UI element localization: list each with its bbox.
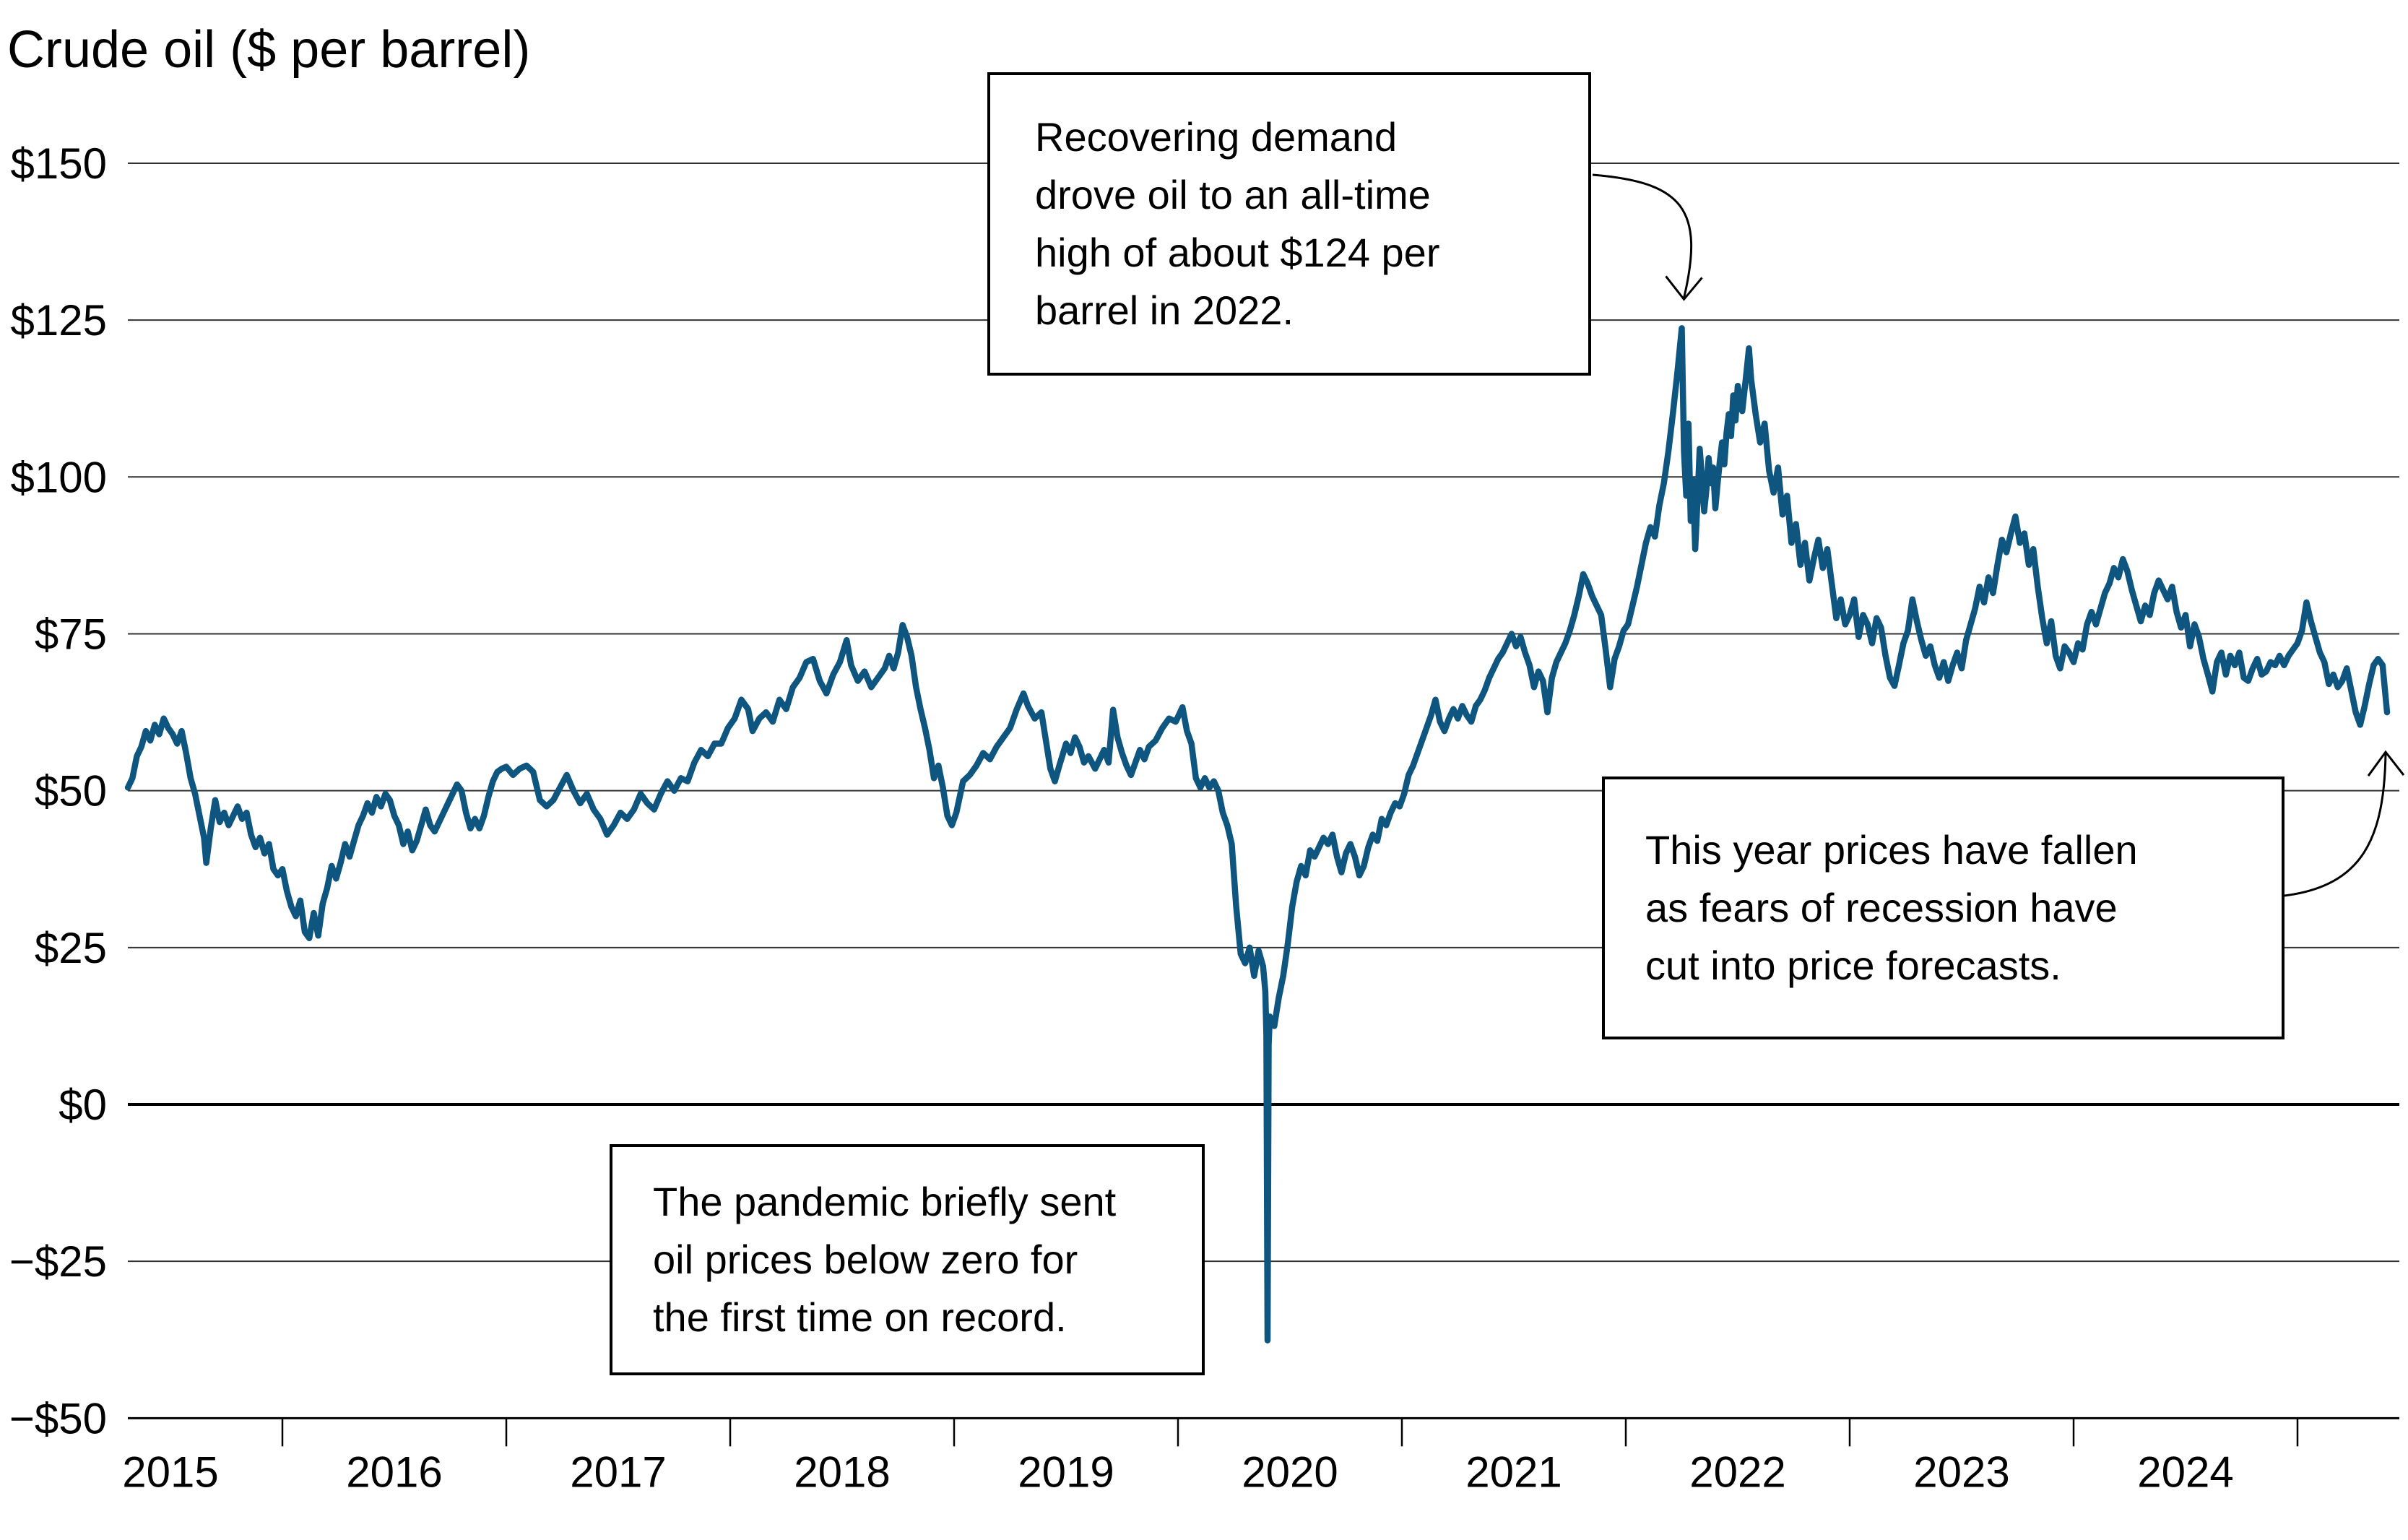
chart-title: Crude oil ($ per barrel) [7,21,531,79]
x-axis-label: 2020 [1242,1448,1338,1496]
arrow-head-up-icon [2367,750,2405,777]
x-axis-label: 2018 [794,1448,890,1496]
y-axis-label: −$50 [9,1394,107,1442]
y-axis-label: $100 [11,453,107,501]
y-axis-label: $125 [11,296,107,345]
y-axis-label: $150 [11,139,107,188]
annotation-all-time-high: Recovering demand drove oil to an all-ti… [987,72,1591,376]
annotation-prices-fallen-this-year: This year prices have fallen as fears of… [1602,777,2284,1039]
y-axis-label: $0 [59,1081,107,1129]
y-axis-label: $50 [35,767,107,816]
y-axis-label: $25 [35,924,107,972]
price-line [124,325,2391,1344]
x-axis-label: 2022 [1689,1448,1785,1496]
x-axis-label: 2015 [122,1448,218,1496]
x-axis-label: 2024 [2137,1448,2233,1496]
annotation-arrow-latest [2284,753,2387,897]
x-axis-label: 2021 [1465,1448,1562,1496]
x-axis-label: 2023 [1913,1448,2009,1496]
annotation-arrow-peak [1592,173,1693,298]
arrow-head-down-icon [1665,275,1703,301]
x-axis-label: 2019 [1018,1448,1114,1496]
y-axis-label: −$25 [9,1237,107,1286]
y-axis-label: $75 [35,610,107,658]
x-axis-label: 2017 [570,1448,666,1496]
x-axis-label: 2016 [346,1448,442,1496]
annotation-pandemic-below-zero: The pandemic briefly sent oil prices bel… [610,1144,1205,1375]
